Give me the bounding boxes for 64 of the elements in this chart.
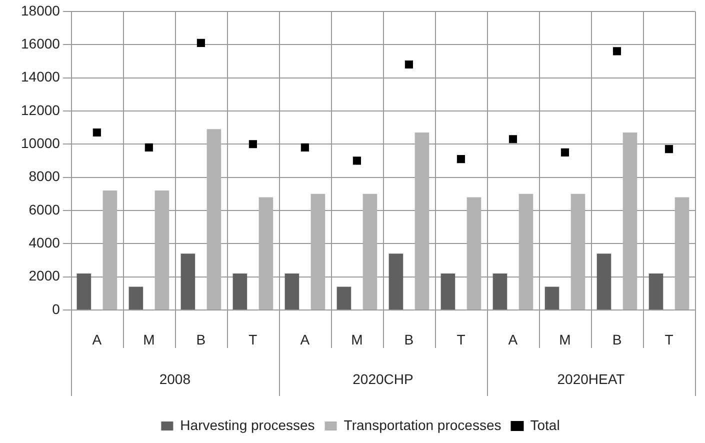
bar bbox=[102, 190, 118, 310]
x-tick-label: M bbox=[351, 331, 363, 348]
bar bbox=[466, 197, 482, 310]
bar bbox=[622, 132, 638, 310]
point bbox=[144, 143, 153, 152]
bar bbox=[518, 194, 534, 310]
point bbox=[664, 145, 674, 154]
legend-label: Transportation processes bbox=[344, 416, 502, 433]
bar bbox=[492, 274, 508, 310]
x-tick-label: T bbox=[248, 331, 258, 348]
point bbox=[300, 143, 309, 152]
y-tick-label: 4000 bbox=[28, 234, 60, 251]
y-tick-label: 12000 bbox=[20, 102, 60, 118]
y-tick-label: 6000 bbox=[28, 201, 60, 218]
point bbox=[560, 148, 570, 156]
point bbox=[196, 38, 205, 47]
point bbox=[612, 47, 622, 56]
x-tick-label: A bbox=[92, 331, 102, 348]
y-tick-label: 0 bbox=[52, 300, 60, 317]
y-tick-label: 16000 bbox=[20, 35, 60, 52]
point bbox=[404, 60, 414, 69]
bar bbox=[362, 194, 378, 310]
legend-label: Total bbox=[530, 416, 560, 433]
bar bbox=[414, 132, 430, 310]
x-tick-label: B bbox=[612, 331, 622, 348]
point bbox=[248, 140, 257, 148]
point bbox=[508, 135, 518, 144]
bar bbox=[570, 194, 586, 310]
y-tick-label: 8000 bbox=[28, 168, 60, 184]
point bbox=[352, 156, 361, 165]
bar bbox=[154, 190, 170, 310]
point bbox=[456, 155, 466, 164]
bar bbox=[284, 274, 300, 310]
bar bbox=[206, 129, 222, 310]
bar bbox=[310, 194, 326, 310]
bar bbox=[648, 274, 664, 310]
bar bbox=[232, 274, 248, 310]
bar bbox=[388, 254, 404, 310]
bar bbox=[674, 197, 690, 310]
x-tick-label: A bbox=[300, 331, 310, 348]
text: 2020HEAT bbox=[557, 370, 626, 387]
bar bbox=[76, 274, 92, 310]
point bbox=[92, 128, 101, 137]
y-tick-label: 18000 bbox=[20, 2, 60, 18]
x-tick-label: A bbox=[508, 331, 518, 348]
y-tick-label: 2000 bbox=[28, 268, 60, 284]
bar bbox=[336, 286, 352, 310]
bar bbox=[596, 254, 612, 310]
x-tick-label: M bbox=[143, 331, 155, 348]
x-tick-label: M bbox=[559, 331, 571, 348]
y-tick-label: 14000 bbox=[20, 68, 60, 85]
x-tick-label: B bbox=[404, 331, 414, 348]
bar bbox=[258, 197, 274, 310]
bar bbox=[128, 286, 144, 310]
bar bbox=[180, 254, 196, 310]
legend-label: Harvesting processes bbox=[180, 416, 315, 433]
text: 2008 bbox=[159, 370, 191, 387]
x-tick-label: T bbox=[456, 331, 466, 348]
bar bbox=[544, 286, 560, 310]
y-tick-label: 10000 bbox=[20, 134, 60, 151]
x-tick-label: T bbox=[664, 331, 674, 348]
x-tick-label: B bbox=[196, 331, 206, 348]
text: 2020CHP bbox=[352, 370, 414, 387]
bar bbox=[440, 274, 456, 310]
